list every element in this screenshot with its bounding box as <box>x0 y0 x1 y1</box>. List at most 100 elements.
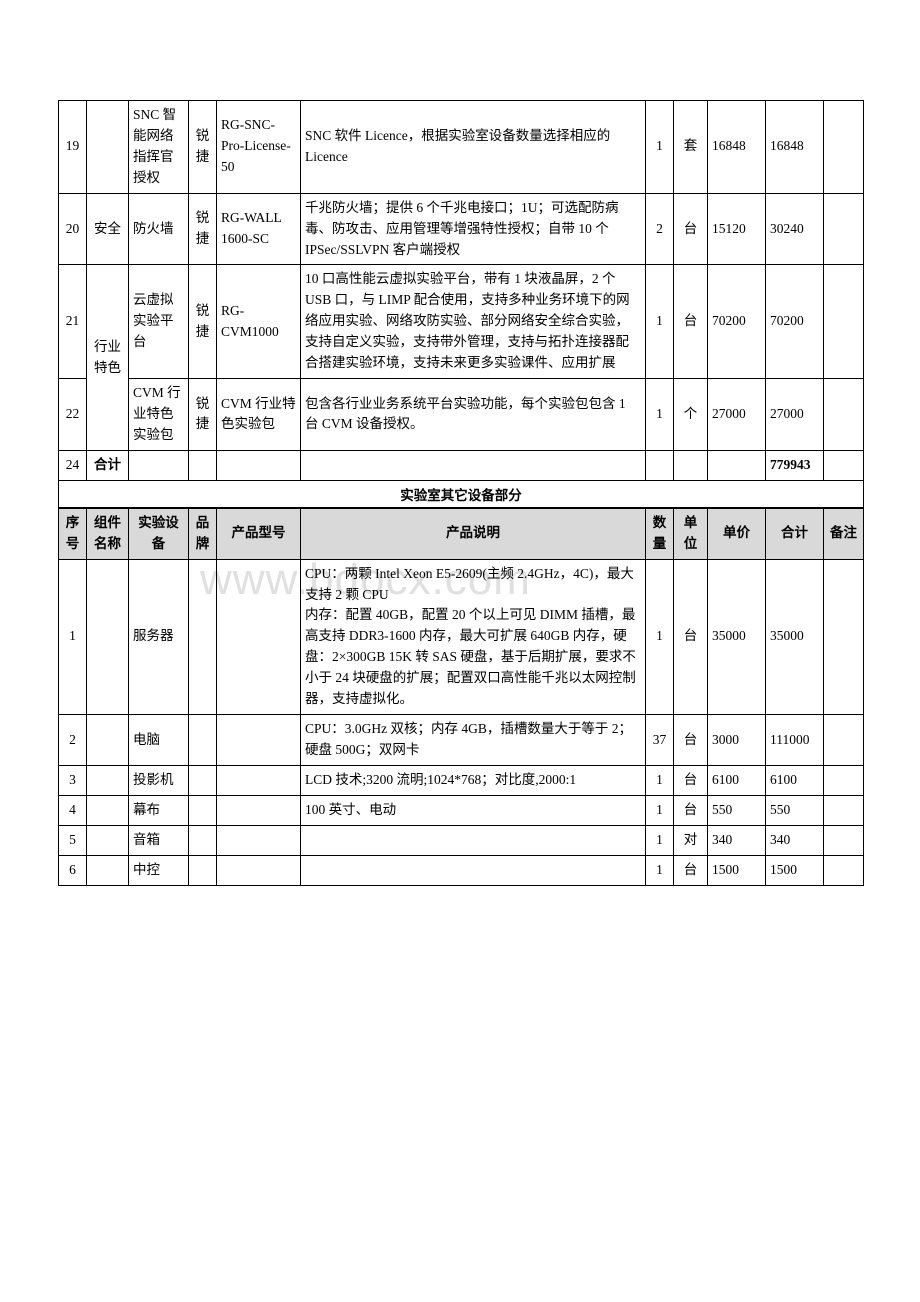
page: www.bdocx.com 19SNC 智能网络指挥官授权锐捷RG-SNC-Pr… <box>0 0 920 946</box>
column-header: 数量 <box>646 508 674 559</box>
cell-unit: 台 <box>674 265 708 379</box>
cell-equipment: 音箱 <box>129 825 189 855</box>
cell-qty: 1 <box>646 795 674 825</box>
cell-description: 10 口高性能云虚拟实验平台，带有 1 块液晶屏，2 个 USB 口，与 LIM… <box>301 265 646 379</box>
cell-description: CPU：3.0GHz 双核；内存 4GB，插槽数量大于等于 2；硬盘 500G；… <box>301 715 646 766</box>
cell-unit: 台 <box>674 193 708 265</box>
cell-description: 100 英寸、电动 <box>301 795 646 825</box>
cell-model <box>217 765 301 795</box>
cell-note <box>824 379 864 451</box>
cell-note <box>824 193 864 265</box>
cell-price: 16848 <box>708 101 766 194</box>
cell-model: RG-SNC-Pro-License-50 <box>217 101 301 194</box>
cell-component <box>87 765 129 795</box>
cell-note <box>824 101 864 194</box>
cell-total: 340 <box>766 825 824 855</box>
cell-note <box>824 559 864 714</box>
cell-description: CPU：两颗 Intel Xeon E5-2609(主频 2.4GHz，4C)，… <box>301 559 646 714</box>
cell-brand <box>189 765 217 795</box>
table-row: 20安全防火墙锐捷RG-WALL 1600-SC千兆防火墙；提供 6 个千兆电接… <box>59 193 864 265</box>
cell-equipment: 电脑 <box>129 715 189 766</box>
cell-note <box>824 825 864 855</box>
cell-index: 22 <box>59 379 87 451</box>
cell-qty: 1 <box>646 379 674 451</box>
cell-brand <box>189 825 217 855</box>
cell-price: 6100 <box>708 765 766 795</box>
cell-description <box>301 450 646 480</box>
cell-equipment: SNC 智能网络指挥官授权 <box>129 101 189 194</box>
cell-unit: 台 <box>674 855 708 885</box>
cell-unit: 台 <box>674 765 708 795</box>
cell-model: RG-WALL 1600-SC <box>217 193 301 265</box>
cell-qty: 1 <box>646 825 674 855</box>
cell-index: 21 <box>59 265 87 379</box>
cell-total: 6100 <box>766 765 824 795</box>
cell-brand: 锐捷 <box>189 193 217 265</box>
cell-equipment: 幕布 <box>129 795 189 825</box>
cell-qty: 1 <box>646 765 674 795</box>
cell-brand <box>189 715 217 766</box>
table-row: 22CVM 行业特色实验包锐捷CVM 行业特色实验包包含各行业业务系统平台实验功… <box>59 379 864 451</box>
column-header: 单价 <box>708 508 766 559</box>
cell-note <box>824 265 864 379</box>
cell-qty: 1 <box>646 265 674 379</box>
cell-total: 111000 <box>766 715 824 766</box>
cell-qty: 2 <box>646 193 674 265</box>
cell-unit: 对 <box>674 825 708 855</box>
cell-price <box>708 450 766 480</box>
cell-description: SNC 软件 Licence，根据实验室设备数量选择相应的 Licence <box>301 101 646 194</box>
cell-unit: 个 <box>674 379 708 451</box>
table-row: 24合计779943 <box>59 450 864 480</box>
cell-note <box>824 450 864 480</box>
cell-index: 20 <box>59 193 87 265</box>
cell-index: 2 <box>59 715 87 766</box>
cell-brand: 锐捷 <box>189 379 217 451</box>
cell-unit <box>674 450 708 480</box>
cell-total: 1500 <box>766 855 824 885</box>
cell-price: 70200 <box>708 265 766 379</box>
equipment-table-2: 序号组件名称实验设备品牌产品型号产品说明数量单位单价合计备注 1服务器CPU：两… <box>58 508 864 886</box>
cell-model: RG-CVM1000 <box>217 265 301 379</box>
cell-note <box>824 795 864 825</box>
cell-qty <box>646 450 674 480</box>
cell-price: 15120 <box>708 193 766 265</box>
column-header: 品牌 <box>189 508 217 559</box>
table-row: 1服务器CPU：两颗 Intel Xeon E5-2609(主频 2.4GHz，… <box>59 559 864 714</box>
column-header: 合计 <box>766 508 824 559</box>
cell-model <box>217 795 301 825</box>
column-header: 产品说明 <box>301 508 646 559</box>
column-header: 组件名称 <box>87 508 129 559</box>
cell-component <box>87 855 129 885</box>
cell-total: 70200 <box>766 265 824 379</box>
cell-total: 550 <box>766 795 824 825</box>
cell-model <box>217 825 301 855</box>
cell-component <box>87 715 129 766</box>
cell-description <box>301 855 646 885</box>
column-header: 序号 <box>59 508 87 559</box>
cell-price: 1500 <box>708 855 766 885</box>
cell-note <box>824 855 864 885</box>
column-header: 产品型号 <box>217 508 301 559</box>
cell-price: 35000 <box>708 559 766 714</box>
cell-qty: 37 <box>646 715 674 766</box>
cell-index: 4 <box>59 795 87 825</box>
cell-model <box>217 715 301 766</box>
cell-total: 35000 <box>766 559 824 714</box>
cell-description: 千兆防火墙；提供 6 个千兆电接口；1U；可选配防病毒、防攻击、应用管理等增强特… <box>301 193 646 265</box>
cell-brand <box>189 855 217 885</box>
cell-total: 27000 <box>766 379 824 451</box>
cell-qty: 1 <box>646 559 674 714</box>
cell-price: 27000 <box>708 379 766 451</box>
cell-qty: 1 <box>646 855 674 885</box>
cell-equipment: 投影机 <box>129 765 189 795</box>
cell-description <box>301 825 646 855</box>
cell-unit: 台 <box>674 559 708 714</box>
table-row: 4幕布100 英寸、电动1台550550 <box>59 795 864 825</box>
table-row: 21行业特色云虚拟实验平台锐捷RG-CVM100010 口高性能云虚拟实验平台，… <box>59 265 864 379</box>
table-row: 6中控1台15001500 <box>59 855 864 885</box>
cell-unit: 台 <box>674 715 708 766</box>
cell-equipment: CVM 行业特色实验包 <box>129 379 189 451</box>
cell-component <box>87 101 129 194</box>
cell-equipment: 云虚拟实验平台 <box>129 265 189 379</box>
cell-equipment: 中控 <box>129 855 189 885</box>
